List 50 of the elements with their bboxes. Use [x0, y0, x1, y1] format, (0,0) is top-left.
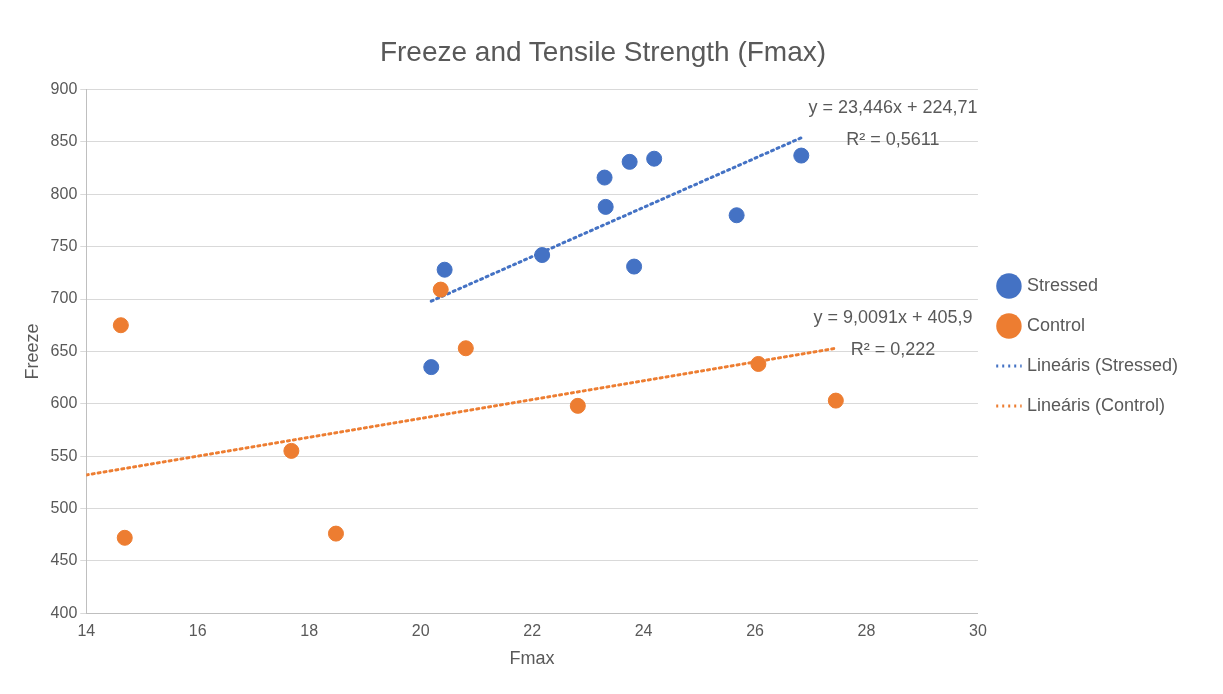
point [432, 281, 449, 298]
x-tick-label: 16 [188, 622, 207, 640]
y-tick-label: 550 [50, 446, 78, 464]
y-tick-label: 700 [50, 289, 78, 307]
x-tick-label: 30 [969, 622, 987, 640]
point [116, 529, 133, 546]
y-axis-title: Freeze [21, 323, 42, 380]
point [457, 340, 474, 357]
point [597, 198, 614, 215]
annotation: R² = 0,5611 [846, 128, 940, 149]
y-tick-label: 400 [50, 603, 78, 621]
annotation: R² = 0,222 [850, 339, 936, 360]
y-tick-label: 650 [50, 341, 78, 359]
x-tick-label: 24 [634, 622, 653, 640]
point [750, 355, 767, 372]
annotation: y = 9,0091x + 405,9 [813, 307, 973, 328]
point [596, 169, 613, 186]
x-axis-title: Fmax [509, 648, 555, 669]
y-tick-label: 500 [50, 498, 78, 516]
point [621, 153, 638, 170]
point [646, 150, 663, 167]
point [436, 261, 453, 278]
legend-label: Lineáris (Stressed) [1026, 354, 1178, 375]
legend-label: Control [1026, 314, 1085, 335]
annotation: y = 23,446x + 224,71 [808, 96, 978, 117]
point [626, 258, 643, 275]
point [327, 525, 344, 542]
x-tick-label: 20 [411, 622, 430, 640]
point [112, 317, 129, 334]
x-tick-label: 18 [300, 622, 319, 640]
y-tick-label: 600 [50, 394, 78, 412]
legend-label: Lineáris (Control) [1026, 394, 1165, 415]
point [534, 247, 551, 264]
y-tick-label: 900 [50, 80, 78, 98]
chart-title: Freeze and Tensile Strength (Fmax) [379, 35, 827, 67]
x-tick-label: 14 [77, 622, 96, 640]
y-tick-label: 850 [50, 132, 78, 150]
x-tick-label: 28 [857, 622, 876, 640]
legend-label: Stressed [1026, 274, 1098, 295]
x-tick-label: 22 [523, 622, 542, 640]
point [827, 392, 844, 409]
x-tick-label: 26 [746, 622, 765, 640]
y-tick-label: 800 [50, 184, 78, 202]
point [793, 147, 810, 164]
point [728, 207, 745, 224]
point [569, 397, 586, 414]
point [423, 359, 440, 376]
point [283, 442, 300, 459]
y-tick-label: 450 [50, 551, 78, 569]
y-tick-label: 750 [50, 237, 78, 255]
